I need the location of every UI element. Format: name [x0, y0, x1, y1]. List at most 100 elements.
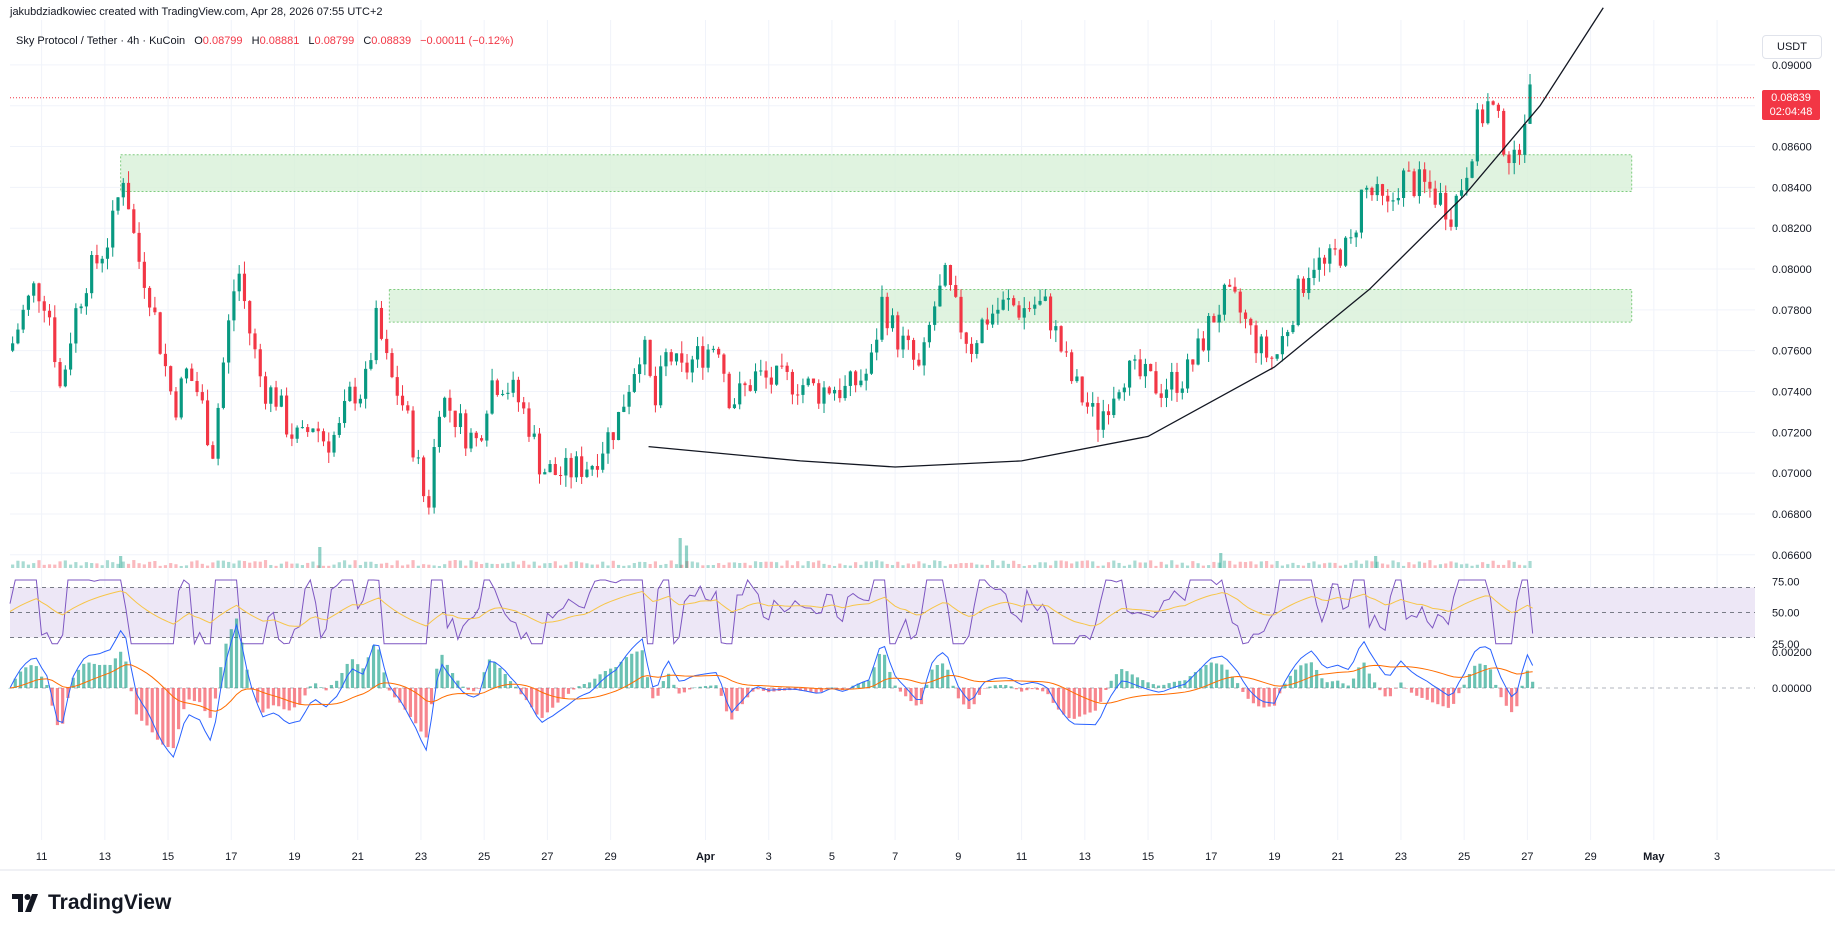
volume-bar	[748, 565, 752, 568]
volume-bar	[832, 565, 837, 568]
volume-bar	[690, 561, 694, 568]
macd-histogram-bar	[946, 669, 950, 688]
tradingview-logo[interactable]: TradingView	[12, 891, 171, 915]
time-tick-label: 19	[1268, 851, 1280, 863]
candle-body	[142, 261, 146, 288]
candle-body	[1265, 336, 1269, 358]
volume-spike	[318, 547, 322, 568]
macd-histogram-bar	[587, 682, 592, 688]
macd-histogram-bar	[1178, 680, 1182, 688]
candle-body	[890, 315, 895, 329]
high-value: 0.08881	[259, 35, 300, 47]
candle-body	[1412, 171, 1416, 197]
candle-body	[506, 392, 510, 394]
price-tick-label: 0.07400	[1772, 386, 1812, 398]
macd-histogram-bar	[261, 688, 265, 713]
macd-histogram-bar	[461, 686, 465, 688]
candle-body	[606, 432, 610, 454]
candle-body	[574, 456, 578, 478]
macd-histogram-bar	[161, 688, 165, 745]
candle-body	[437, 416, 441, 448]
volume-bar	[464, 565, 468, 568]
volume-bar	[701, 565, 705, 568]
macd-histogram-bar	[335, 680, 339, 688]
candle-body	[869, 352, 874, 374]
macd-histogram-bar	[1399, 682, 1403, 688]
price-tick-label: 0.07200	[1772, 427, 1812, 439]
macd-histogram-bar	[1151, 684, 1155, 688]
candle-body	[1059, 326, 1063, 352]
volume-bar	[1075, 561, 1079, 568]
time-tick-label: 23	[415, 851, 427, 863]
macd-histogram-bar	[1230, 676, 1234, 688]
volume-bar	[590, 564, 594, 568]
volume-bar	[964, 563, 968, 568]
candlestick-series	[11, 73, 1532, 515]
volume-bar	[622, 565, 626, 568]
macd-histogram-bar	[150, 688, 154, 733]
macd-histogram-bar	[1072, 688, 1076, 719]
macd-histogram-bar	[1209, 662, 1213, 688]
macd-histogram-bar	[751, 688, 755, 692]
volume-bar	[1243, 562, 1248, 568]
volume-bar	[606, 565, 610, 568]
macd-histogram-bar	[24, 667, 28, 688]
volume-bar	[1401, 565, 1406, 568]
rsi-tick-label: 50.00	[1772, 608, 1800, 620]
macd-histogram-bar	[266, 688, 270, 709]
volume-bar	[200, 563, 204, 568]
macd-histogram-bar	[113, 658, 117, 688]
open-value: 0.08799	[202, 35, 243, 47]
volume-bar	[595, 564, 600, 568]
macd-histogram-bar	[530, 688, 534, 708]
volume-bar	[258, 561, 262, 568]
macd-histogram-bar	[609, 668, 613, 688]
macd-histogram-bar	[1441, 688, 1445, 707]
volume-bar	[42, 564, 46, 568]
candle-body	[332, 434, 336, 453]
macd-histogram-bar	[419, 688, 423, 732]
candle-body	[643, 339, 647, 365]
macd-histogram-bar	[124, 661, 128, 688]
candle-body	[738, 383, 742, 405]
candle-body	[711, 348, 715, 350]
candle-body	[590, 466, 594, 470]
price-axis[interactable]: 0.090000.088000.086000.084000.082000.080…	[1772, 60, 1812, 695]
macd-histogram-bar	[329, 684, 333, 688]
volume-bar	[1254, 564, 1258, 568]
time-axis[interactable]: 11 13 15 17 19 21 23 25 27 29 Apr 3 5 7 9 11 13 15 17 19 21 2…	[0, 851, 1835, 871]
volume-bar	[532, 561, 536, 568]
candle-body	[1375, 184, 1379, 196]
macd-histogram-bar	[1304, 663, 1308, 688]
candle-body	[63, 369, 67, 387]
candle-body	[1154, 371, 1158, 394]
volume-bar	[738, 562, 742, 568]
candle-body	[422, 457, 426, 497]
volume-bar	[811, 562, 816, 568]
candle-body	[1075, 376, 1079, 382]
volume-bar	[1196, 563, 1200, 568]
currency-button[interactable]: USDT	[1762, 35, 1822, 59]
volume-bar	[1038, 562, 1042, 568]
candle-body	[717, 348, 721, 355]
candle-body	[1349, 237, 1353, 239]
volume-bar	[1486, 563, 1490, 568]
candle-body	[985, 319, 989, 325]
macd-histogram-bar	[682, 688, 686, 693]
volume-bar	[348, 564, 352, 568]
volume-bar	[74, 562, 78, 568]
time-tick-label: 9	[955, 851, 961, 863]
candle-body	[253, 333, 257, 350]
macd-histogram-bar	[108, 664, 112, 688]
candle-body	[390, 353, 394, 378]
rsi-pane	[9, 578, 1755, 646]
candle-body	[759, 370, 763, 372]
volume-bar	[1291, 562, 1295, 568]
volume-bar	[1191, 561, 1195, 568]
candle-body	[1222, 284, 1227, 315]
volume-bar	[1475, 564, 1479, 568]
volume-bar	[285, 561, 289, 568]
volume-spike	[1374, 556, 1378, 568]
macd-tick-label: 0.00000	[1772, 683, 1812, 695]
